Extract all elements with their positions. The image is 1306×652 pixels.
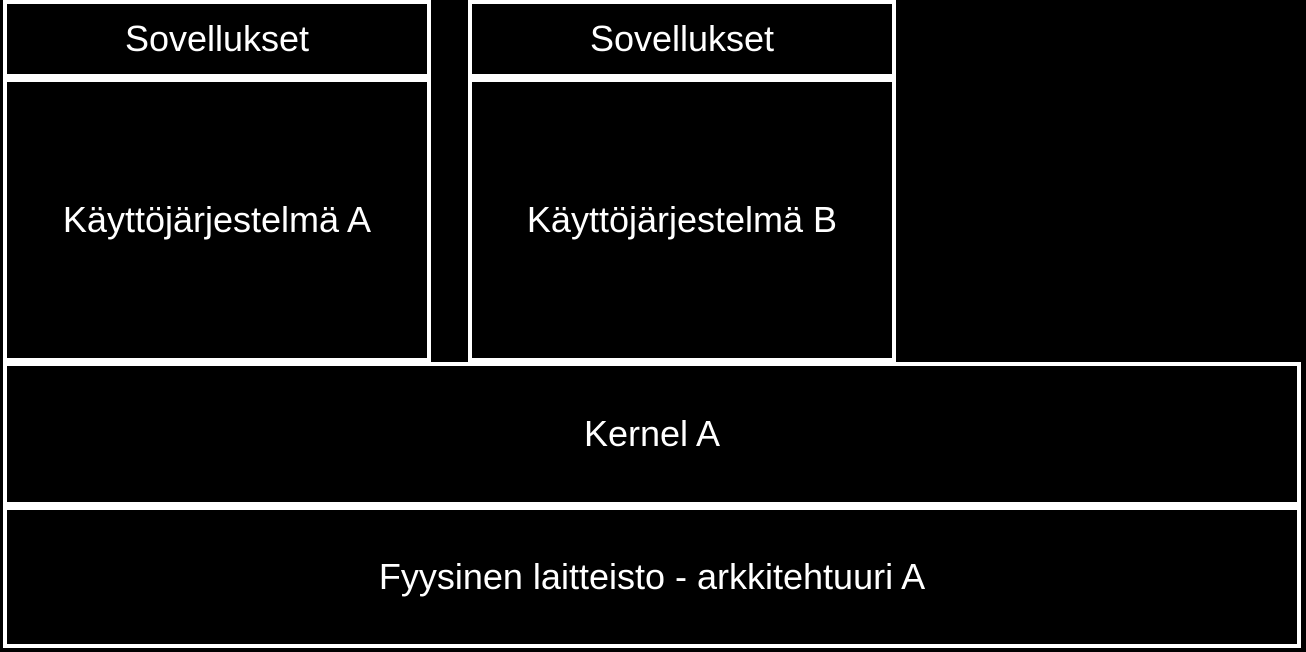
box-apps-a: Sovellukset [3, 0, 431, 78]
label-os-a: Käyttöjärjestelmä A [63, 199, 371, 241]
box-os-a: Käyttöjärjestelmä A [3, 78, 431, 362]
box-hardware: Fyysinen laitteisto - arkkitehtuuri A [3, 506, 1301, 648]
box-kernel: Kernel A [3, 362, 1301, 506]
box-os-b: Käyttöjärjestelmä B [468, 78, 896, 362]
dashed-divider-a [3, 358, 431, 366]
label-os-b: Käyttöjärjestelmä B [527, 199, 837, 241]
label-kernel: Kernel A [584, 413, 720, 455]
box-apps-b: Sovellukset [468, 0, 896, 78]
label-apps-a: Sovellukset [125, 18, 309, 60]
diagram-stage: Sovellukset Käyttöjärjestelmä A Sovelluk… [0, 0, 1306, 652]
dashed-divider-b [468, 358, 896, 366]
label-apps-b: Sovellukset [590, 18, 774, 60]
label-hardware: Fyysinen laitteisto - arkkitehtuuri A [379, 556, 925, 598]
